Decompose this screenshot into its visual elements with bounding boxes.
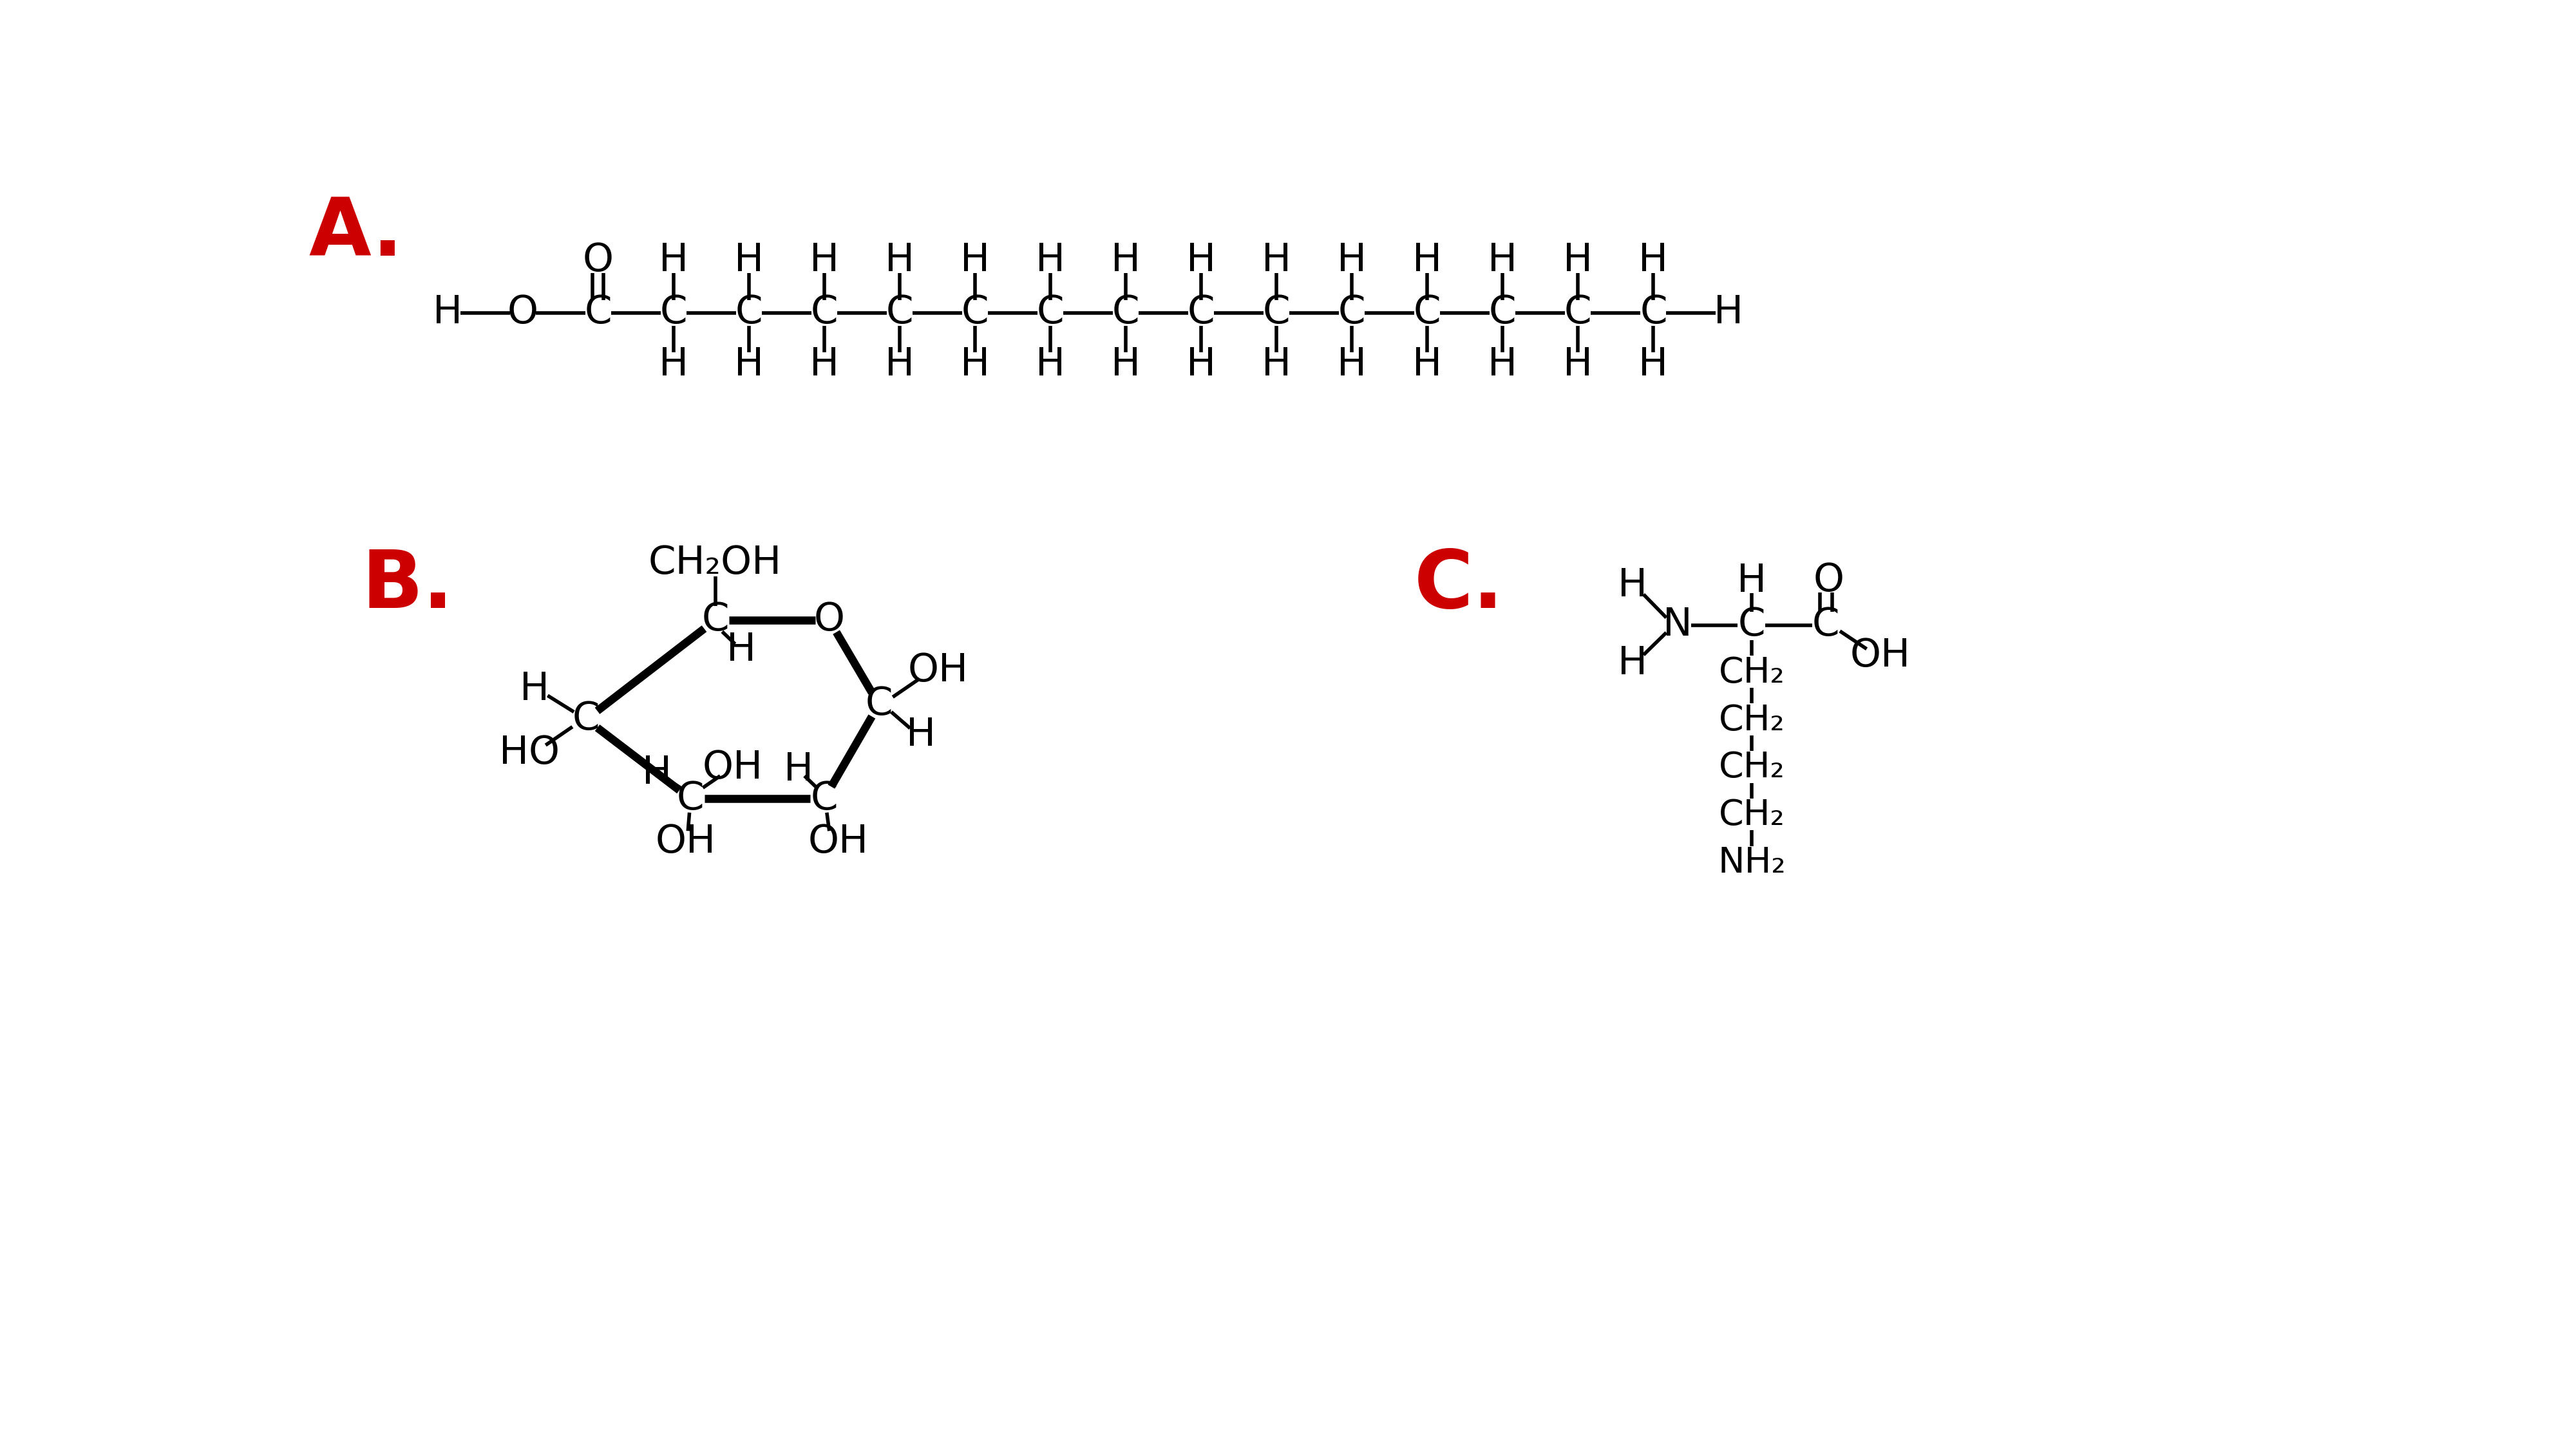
Text: O: O (814, 601, 845, 639)
Text: C: C (811, 780, 837, 817)
Text: H: H (641, 753, 672, 793)
Text: B.: B. (361, 546, 453, 625)
Text: N: N (1662, 606, 1692, 645)
Text: H: H (1036, 346, 1066, 384)
Text: CH₂: CH₂ (1718, 655, 1785, 690)
Text: H: H (659, 242, 688, 280)
Text: O: O (582, 242, 613, 280)
Text: OH: OH (703, 749, 762, 787)
Text: O: O (507, 294, 538, 332)
Text: CH₂OH: CH₂OH (649, 545, 783, 582)
Text: H: H (520, 671, 549, 709)
Text: H: H (1638, 346, 1669, 384)
Text: A.: A. (309, 194, 402, 272)
Text: H: H (1564, 346, 1592, 384)
Text: H: H (1110, 346, 1141, 384)
Text: C: C (1814, 606, 1839, 645)
Text: C: C (1337, 294, 1365, 332)
Text: C: C (1641, 294, 1667, 332)
Text: H: H (1564, 242, 1592, 280)
Text: CH₂: CH₂ (1718, 751, 1785, 785)
Text: H: H (783, 751, 814, 788)
Text: C: C (961, 294, 989, 332)
Text: CH₂: CH₂ (1718, 798, 1785, 833)
Text: H: H (1337, 242, 1368, 280)
Text: H: H (734, 346, 762, 384)
Text: H: H (809, 242, 840, 280)
Text: H: H (1188, 346, 1216, 384)
Text: C: C (1188, 294, 1216, 332)
Text: H: H (809, 346, 840, 384)
Text: C: C (659, 294, 688, 332)
Text: O: O (1814, 562, 1844, 600)
Text: H: H (1337, 346, 1368, 384)
Text: OH: OH (1850, 638, 1911, 675)
Text: H: H (1110, 242, 1141, 280)
Text: C: C (811, 294, 837, 332)
Text: C: C (1036, 294, 1064, 332)
Text: C: C (585, 294, 613, 332)
Text: C: C (1489, 294, 1517, 332)
Text: C: C (886, 294, 914, 332)
Text: OH: OH (909, 652, 969, 690)
Text: C: C (734, 294, 762, 332)
Text: H: H (1638, 242, 1669, 280)
Text: H: H (1489, 242, 1517, 280)
Text: H: H (1262, 242, 1291, 280)
Text: C: C (1739, 606, 1765, 645)
Text: H: H (726, 630, 755, 669)
Text: C: C (1262, 294, 1291, 332)
Text: C: C (572, 700, 600, 739)
Text: H: H (1412, 242, 1443, 280)
Text: H: H (1713, 294, 1744, 332)
Text: H: H (1489, 346, 1517, 384)
Text: H: H (886, 346, 914, 384)
Text: C: C (1113, 294, 1139, 332)
Text: H: H (1736, 562, 1767, 600)
Text: H: H (961, 242, 989, 280)
Text: H: H (1412, 346, 1443, 384)
Text: H: H (1618, 645, 1649, 682)
Text: CH₂: CH₂ (1718, 703, 1785, 738)
Text: H: H (734, 242, 762, 280)
Text: H: H (433, 294, 461, 332)
Text: C: C (701, 601, 729, 639)
Text: C: C (1564, 294, 1592, 332)
Text: C: C (1414, 294, 1440, 332)
Text: H: H (961, 346, 989, 384)
Text: H: H (1188, 242, 1216, 280)
Text: H: H (907, 716, 935, 755)
Text: C: C (866, 685, 894, 723)
Text: H: H (1618, 567, 1649, 604)
Text: C.: C. (1414, 546, 1504, 625)
Text: C: C (677, 780, 703, 817)
Text: H: H (1036, 242, 1066, 280)
Text: OH: OH (809, 823, 868, 861)
Text: NH₂: NH₂ (1718, 846, 1785, 881)
Text: H: H (886, 242, 914, 280)
Text: OH: OH (654, 823, 716, 861)
Text: H: H (659, 346, 688, 384)
Text: H: H (1262, 346, 1291, 384)
Text: HO: HO (500, 735, 559, 772)
